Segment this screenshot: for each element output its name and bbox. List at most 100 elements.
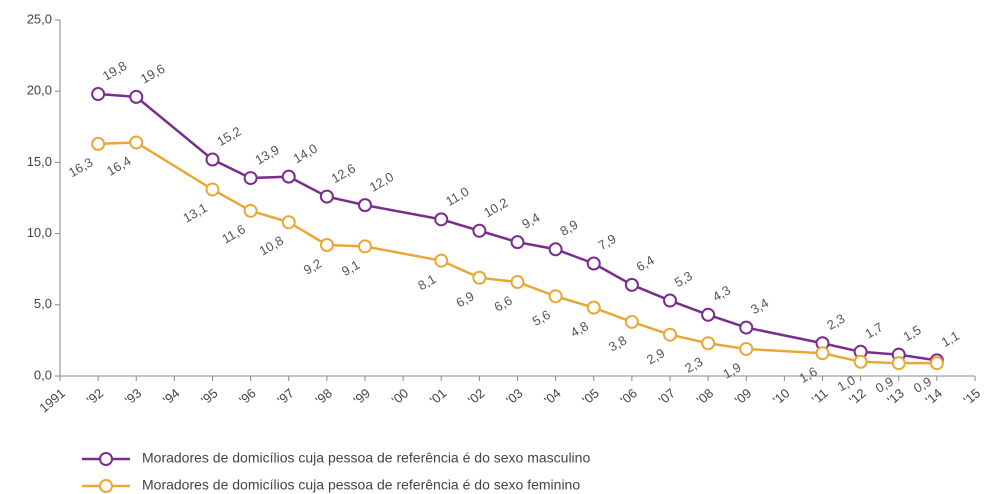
y-tick-label: 20,0: [27, 83, 52, 98]
data-point: [319, 189, 334, 204]
y-tick-label: 5,0: [34, 296, 52, 311]
data-point: [548, 289, 563, 304]
x-tick-label: '02: [465, 385, 488, 407]
data-point: [243, 171, 258, 186]
data-point: [701, 307, 716, 322]
value-label: 5,3: [672, 268, 695, 290]
value-label: 16,3: [66, 154, 95, 180]
value-label: 3,8: [606, 332, 629, 354]
data-point: [624, 277, 639, 292]
data-point: [891, 356, 906, 371]
data-point: [472, 270, 487, 285]
data-point: [358, 239, 372, 254]
data-point: [129, 89, 144, 104]
x-tick-label: '93: [122, 385, 145, 407]
data-point: [586, 300, 601, 315]
data-point: [319, 237, 334, 252]
value-label: 9,2: [301, 256, 324, 278]
x-tick-label: '99: [351, 385, 374, 407]
data-point: [358, 198, 372, 213]
x-tick-label: '10: [770, 385, 793, 407]
value-label: 2,3: [682, 354, 705, 376]
x-tick-label: '96: [236, 385, 259, 407]
data-point: [281, 169, 296, 184]
x-tick-label: '11: [809, 385, 831, 407]
x-tick-label: '00: [389, 385, 412, 407]
data-point: [510, 235, 525, 250]
data-point: [739, 341, 754, 356]
value-label: 11,6: [219, 221, 248, 246]
value-label: 1,1: [939, 328, 962, 350]
value-label: 6,6: [492, 293, 515, 315]
value-label: 8,9: [557, 217, 580, 239]
value-label: 7,9: [595, 231, 618, 253]
y-tick-label: 0,0: [34, 367, 52, 382]
data-point: [663, 293, 677, 308]
x-tick-label: 1991: [36, 385, 68, 415]
value-label: 2,3: [824, 311, 847, 333]
x-tick-label: '05: [579, 385, 602, 407]
x-tick-label: '94: [160, 385, 183, 407]
value-label: 1,7: [862, 319, 885, 341]
data-point: [739, 320, 754, 335]
data-point: [205, 182, 220, 197]
value-label: 3,4: [748, 295, 771, 317]
x-tick-label: '15: [961, 385, 984, 407]
x-tick-label: '97: [274, 385, 297, 407]
y-tick-label: 25,0: [27, 11, 52, 26]
legend-label: Moradores de domicílios cuja pessoa de r…: [142, 477, 580, 493]
data-point: [663, 327, 677, 342]
data-point: [205, 152, 220, 167]
data-point: [548, 242, 563, 257]
x-tick-label: '01: [427, 385, 450, 407]
value-label: 13,1: [180, 200, 209, 226]
data-point: [510, 275, 525, 290]
value-label: 6,9: [453, 288, 476, 310]
value-label: 1,9: [720, 360, 743, 382]
value-label: 1,5: [900, 322, 923, 344]
value-label: 1,6: [797, 364, 820, 386]
x-tick-label: '92: [84, 385, 107, 407]
data-point: [434, 212, 449, 227]
value-label: 15,2: [214, 123, 243, 149]
legend-marker: [99, 452, 113, 466]
value-label: 4,8: [568, 318, 591, 340]
x-tick-label: '07: [656, 385, 679, 407]
data-point: [586, 256, 601, 271]
data-point: [91, 87, 106, 102]
value-label: 10,2: [481, 195, 510, 221]
legend-marker: [99, 479, 113, 493]
value-label: 4,3: [710, 282, 733, 304]
x-tick-label: '06: [617, 385, 640, 407]
x-tick-label: '09: [732, 385, 755, 407]
value-label: 16,4: [104, 153, 133, 179]
value-label: 10,8: [257, 233, 286, 259]
value-label: 9,4: [519, 210, 542, 232]
data-point: [815, 346, 830, 361]
data-point: [129, 135, 144, 150]
data-point: [434, 253, 449, 268]
x-tick-label: '95: [198, 385, 221, 407]
data-point: [929, 356, 944, 371]
value-label: 8,1: [415, 271, 438, 293]
value-label: 12,0: [367, 169, 396, 195]
data-point: [91, 136, 106, 151]
series-line: [98, 141, 937, 365]
x-tick-label: '03: [503, 385, 526, 407]
data-point: [701, 336, 716, 351]
data-point: [853, 354, 868, 369]
value-label: 12,6: [329, 161, 358, 187]
value-label: 11,0: [443, 184, 472, 209]
data-point: [281, 215, 296, 230]
value-label: 19,6: [138, 61, 167, 87]
data-point: [624, 314, 639, 329]
legend-label: Moradores de domicílios cuja pessoa de r…: [142, 450, 590, 466]
value-label: 6,4: [634, 252, 657, 274]
value-label: 2,9: [644, 345, 667, 367]
data-point: [472, 223, 487, 238]
data-point: [243, 203, 258, 218]
y-tick-label: 10,0: [27, 225, 52, 240]
value-label: 5,6: [530, 307, 553, 329]
value-label: 14,0: [290, 141, 319, 167]
